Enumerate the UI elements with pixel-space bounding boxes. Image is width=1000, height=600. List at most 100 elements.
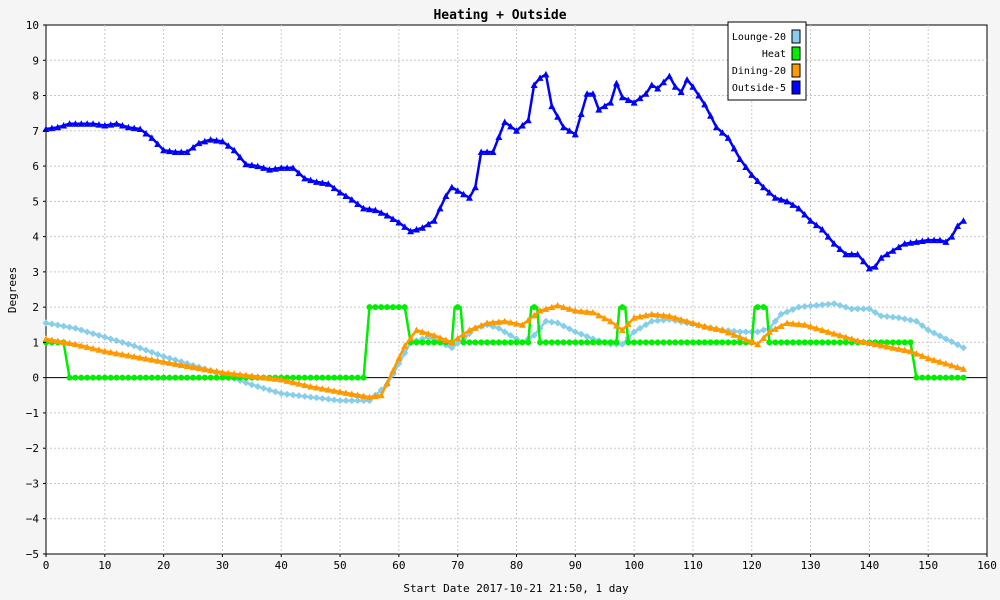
marker-heat bbox=[66, 374, 73, 381]
marker-dining-20 bbox=[612, 322, 620, 329]
marker-outside-5 bbox=[413, 226, 421, 233]
marker-outside-5 bbox=[765, 189, 773, 196]
marker-dining-20 bbox=[160, 358, 168, 365]
marker-dining-20 bbox=[148, 356, 156, 363]
marker-lounge-20 bbox=[48, 320, 56, 328]
marker-outside-5 bbox=[477, 148, 485, 155]
marker-lounge-20 bbox=[336, 397, 344, 405]
marker-outside-5 bbox=[254, 162, 262, 170]
marker-dining-20 bbox=[665, 312, 673, 319]
marker-outside-5 bbox=[783, 197, 791, 205]
legend-swatch-lounge-20 bbox=[791, 29, 801, 44]
marker-dining-20 bbox=[401, 342, 409, 349]
marker-heat bbox=[801, 339, 808, 346]
marker-outside-5 bbox=[548, 102, 556, 110]
marker-lounge-20 bbox=[89, 330, 97, 338]
marker-heat bbox=[307, 374, 314, 381]
marker-outside-5 bbox=[277, 164, 285, 171]
y-tick-label: 5 bbox=[32, 195, 39, 208]
marker-lounge-20 bbox=[877, 312, 885, 320]
marker-dining-20 bbox=[724, 328, 732, 336]
marker-heat bbox=[607, 339, 614, 346]
marker-outside-5 bbox=[101, 122, 109, 129]
marker-outside-5 bbox=[154, 140, 162, 148]
marker-heat bbox=[401, 304, 408, 311]
marker-outside-5 bbox=[401, 223, 409, 230]
marker-dining-20 bbox=[136, 354, 144, 361]
marker-heat bbox=[125, 374, 132, 381]
marker-dining-20 bbox=[942, 360, 950, 367]
y-tick-label: 4 bbox=[32, 231, 39, 244]
marker-lounge-20 bbox=[60, 322, 68, 330]
marker-dining-20 bbox=[607, 317, 615, 325]
marker-dining-20 bbox=[583, 308, 591, 315]
marker-dining-20 bbox=[260, 373, 268, 381]
series-heat bbox=[43, 304, 967, 381]
marker-lounge-20 bbox=[912, 317, 920, 325]
marker-heat bbox=[372, 304, 379, 311]
marker-heat bbox=[672, 339, 679, 346]
marker-heat bbox=[642, 339, 649, 346]
marker-heat bbox=[484, 339, 491, 346]
marker-dining-20 bbox=[683, 317, 691, 325]
marker-dining-20 bbox=[477, 321, 485, 329]
marker-dining-20 bbox=[536, 307, 544, 314]
marker-lounge-20 bbox=[113, 337, 121, 345]
marker-dining-20 bbox=[712, 325, 720, 332]
marker-outside-5 bbox=[730, 144, 738, 152]
marker-dining-20 bbox=[959, 365, 967, 372]
marker-dining-20 bbox=[395, 354, 403, 362]
marker-outside-5 bbox=[536, 74, 544, 81]
marker-lounge-20 bbox=[777, 310, 785, 318]
marker-dining-20 bbox=[801, 321, 809, 328]
x-tick-label: 140 bbox=[859, 559, 879, 572]
marker-outside-5 bbox=[724, 134, 732, 141]
legend-label-outside-5: Outside-5 bbox=[732, 83, 786, 94]
marker-lounge-20 bbox=[771, 317, 779, 325]
marker-heat bbox=[631, 339, 638, 346]
marker-dining-20 bbox=[113, 349, 121, 357]
marker-heat bbox=[395, 304, 402, 311]
marker-dining-20 bbox=[571, 307, 579, 314]
marker-dining-20 bbox=[777, 322, 785, 329]
marker-lounge-20 bbox=[324, 395, 332, 403]
marker-outside-5 bbox=[665, 72, 673, 80]
marker-dining-20 bbox=[166, 359, 174, 366]
marker-outside-5 bbox=[330, 184, 338, 192]
marker-dining-20 bbox=[824, 328, 832, 335]
marker-dining-20 bbox=[912, 350, 920, 357]
marker-heat bbox=[942, 374, 949, 381]
marker-dining-20 bbox=[877, 341, 885, 349]
marker-outside-5 bbox=[207, 136, 215, 143]
marker-dining-20 bbox=[948, 361, 956, 369]
marker-outside-5 bbox=[648, 81, 656, 88]
marker-outside-5 bbox=[577, 110, 585, 118]
marker-lounge-20 bbox=[824, 300, 832, 308]
marker-outside-5 bbox=[924, 236, 932, 244]
marker-heat bbox=[772, 339, 779, 346]
marker-dining-20 bbox=[501, 317, 509, 325]
marker-dining-20 bbox=[618, 326, 626, 334]
marker-dining-20 bbox=[760, 334, 768, 341]
marker-outside-5 bbox=[807, 217, 815, 224]
x-tick-label: 70 bbox=[451, 559, 464, 572]
marker-lounge-20 bbox=[313, 394, 321, 402]
marker-outside-5 bbox=[324, 180, 332, 187]
marker-outside-5 bbox=[524, 116, 532, 124]
marker-dining-20 bbox=[842, 333, 850, 341]
marker-dining-20 bbox=[589, 308, 597, 316]
marker-dining-20 bbox=[107, 348, 115, 356]
marker-lounge-20 bbox=[166, 354, 174, 362]
x-tick-labels: 0 10 20 30 40 50 60 70 80 90 100 110 120 130 140 150 160 bbox=[43, 554, 997, 572]
marker-heat bbox=[119, 374, 126, 381]
y-tick-label: 9 bbox=[32, 54, 39, 67]
marker-heat bbox=[572, 339, 579, 346]
marker-dining-20 bbox=[389, 367, 397, 374]
marker-dining-20 bbox=[307, 382, 315, 390]
marker-dining-20 bbox=[930, 356, 938, 364]
marker-lounge-20 bbox=[77, 326, 85, 334]
marker-dining-20 bbox=[42, 335, 50, 342]
marker-outside-5 bbox=[289, 164, 297, 171]
marker-outside-5 bbox=[230, 146, 238, 154]
marker-dining-20 bbox=[642, 311, 650, 319]
